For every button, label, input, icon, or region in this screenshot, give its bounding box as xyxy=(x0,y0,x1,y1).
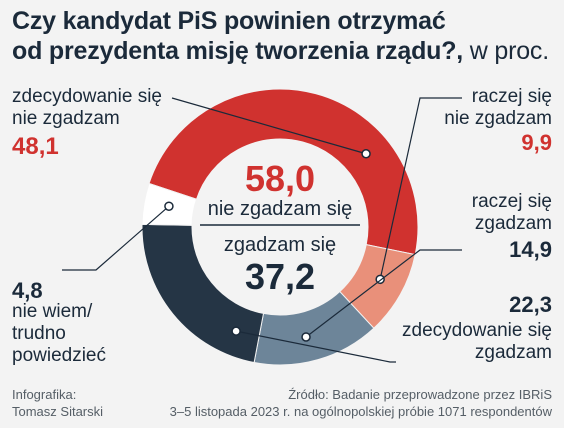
label-rather-disagree-line1: raczej się xyxy=(471,86,552,107)
leader-strongly-agree-dot xyxy=(231,326,241,336)
title-line-2-text: od prezydenta misję tworzenia rządu?, xyxy=(12,37,464,65)
label-rather-agree-line1: raczej się xyxy=(471,191,552,212)
source-line1: Źródło: Badanie przeprowadzone przez IBR… xyxy=(288,387,552,402)
label-rather-agree-line2: zgadzam xyxy=(474,213,552,234)
label-strongly-agree-line2: zgadzam xyxy=(474,342,552,363)
source: Źródło: Badanie przeprowadzone przez IBR… xyxy=(170,386,552,420)
leader-strongly-disagree-dot xyxy=(361,149,371,159)
donut-slices xyxy=(141,88,419,366)
leader-dont-know-dot xyxy=(164,201,174,211)
label-rather-disagree: raczej się nie zgadzam xyxy=(444,86,552,130)
label-strongly-disagree-line1: zdecydowanie się xyxy=(12,86,162,107)
slice-strongly-disagree xyxy=(148,88,419,256)
center-disagree-label: nie zgadzam się xyxy=(207,198,353,220)
value-rather-agree: 14,9 xyxy=(509,237,552,262)
value-dont-know: 4,8 xyxy=(12,278,43,303)
label-dont-know-line1: nie wiem/ xyxy=(12,301,93,322)
value-strongly-disagree: 48,1 xyxy=(12,133,59,160)
title-unit: w proc. xyxy=(463,37,549,65)
center-disagree-value: 58,0 xyxy=(244,158,316,199)
label-dont-know-line2: trudno xyxy=(12,323,66,344)
leader-strongly-disagree xyxy=(171,97,367,155)
label-strongly-agree: zdecydowanie się zgadzam xyxy=(402,320,552,364)
credit-line2: Tomasz Sitarski xyxy=(12,404,104,419)
credit-line1: Infografika: xyxy=(12,387,77,402)
leader-dont-know xyxy=(62,205,170,271)
leader-lines xyxy=(62,97,462,363)
label-strongly-disagree: zdecydowanie się nie zgadzam xyxy=(12,86,162,130)
label-rather-agree: raczej się zgadzam xyxy=(472,191,552,235)
leader-rather-disagree xyxy=(379,97,462,280)
label-strongly-agree-line1: zdecydowanie się xyxy=(402,320,552,341)
leader-strongly-agree xyxy=(235,330,396,363)
leader-rather-agree xyxy=(305,249,462,338)
label-dont-know: nie wiem/ trudno powiedzieć xyxy=(12,301,106,367)
label-strongly-disagree-line2: nie zgadzam xyxy=(12,108,120,129)
source-line2: 3–5 listopada 2023 r. na ogólnopolskiej … xyxy=(169,404,552,419)
leader-rather-agree-dot xyxy=(301,332,311,342)
value-rather-disagree: 9,9 xyxy=(521,130,552,155)
center-agree-label: zgadzam się xyxy=(223,234,337,256)
title-line-2: od prezydenta misję tworzenia rządu?, w … xyxy=(12,36,557,66)
value-strongly-agree: 22,3 xyxy=(509,292,552,317)
center-agree-value: 37,2 xyxy=(244,256,316,297)
chart-title: Czy kandydat PiS powinien otrzymać od pr… xyxy=(12,6,557,66)
label-dont-know-line3: powiedzieć xyxy=(12,345,106,366)
credit: Infografika: Tomasz Sitarski xyxy=(12,386,103,420)
label-rather-disagree-line2: nie zgadzam xyxy=(444,108,552,129)
title-line-1: Czy kandydat PiS powinien otrzymać xyxy=(12,7,446,35)
